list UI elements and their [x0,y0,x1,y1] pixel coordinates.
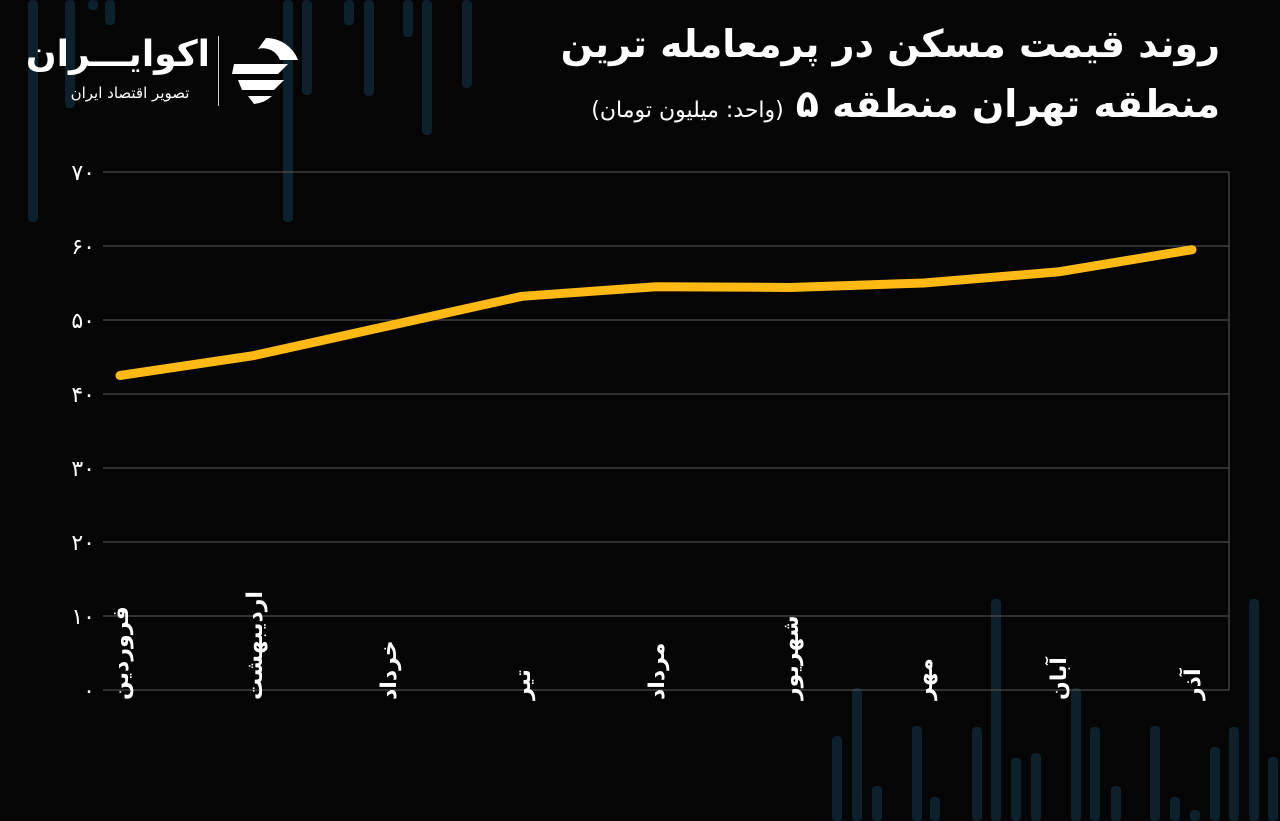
x-axis: فروردین اردیبهشت خرداد تیر مرداد شهریور مهر آبا… [109,591,1206,701]
y-tick-label: ۰ [83,679,95,704]
bg-bar [1150,726,1160,821]
brand-name: اکوایـــران [25,34,210,75]
bg-bar [462,0,472,88]
bg-bar [28,0,38,222]
x-tick-label: شهریور [779,615,804,701]
x-tick-label: تیر [511,669,536,701]
y-tick-label: ۵۰ [71,309,95,334]
bg-bar [1190,810,1200,821]
brand-block: اکوایـــران تصویر اقتصاد ایران [25,34,310,114]
y-tick-label: ۱۰ [71,605,95,630]
y-tick-label: ۶۰ [71,235,95,260]
bg-bar [930,797,940,821]
x-tick-label: خرداد [377,640,402,700]
bg-bar [302,0,312,95]
x-tick-label: آذر [1178,668,1206,701]
chart-subtitle: منطقه تهران منطقه ۵ (واحد: میلیون تومان) [320,82,1220,126]
x-tick-label: فروردین [109,606,134,700]
chart-subtitle-text: منطقه تهران منطقه ۵ [795,82,1220,126]
brand-divider [218,36,219,106]
bg-bar [832,736,842,821]
ekoiran-logo-icon [232,37,298,104]
bg-bar [872,786,882,821]
y-tick-label: ۷۰ [71,161,95,186]
bg-bar [1111,786,1121,821]
bg-bar [1249,599,1259,821]
x-tick-label: اردیبهشت [243,591,268,700]
y-tick-label: ۳۰ [71,457,95,482]
series-line [115,245,1197,380]
chart-title: روند قیمت مسکن در پرمعامله ترین [560,22,1220,66]
bg-bar [1210,747,1220,821]
y-tick-label: ۲۰ [71,531,95,556]
x-tick-label: مرداد [645,643,670,700]
bg-bar [364,0,374,96]
bg-bar [65,0,75,108]
bg-bar [852,688,862,821]
bg-bar [991,599,1001,821]
bg-bar [88,0,98,10]
bg-bar [912,726,922,821]
bg-bar [1011,758,1021,821]
grid-layer [103,171,1230,691]
bg-bar [1090,727,1100,821]
x-tick-label: مهر [913,658,938,701]
y-axis: ۰ ۱۰ ۲۰ ۳۰ ۴۰ ۵۰ ۶۰ ۷۰ [71,161,95,704]
bg-bar [1170,797,1180,821]
bg-bar [422,0,432,135]
bg-bar [972,727,982,821]
y-tick-label: ۴۰ [71,383,95,408]
bg-bar [1071,688,1081,821]
bg-bar [1229,727,1239,821]
brand-tagline: تصویر اقتصاد ایران [70,84,190,102]
bg-bar [1268,757,1278,821]
bg-bar [403,0,413,37]
bg-bar [1031,753,1041,821]
series-layer [115,245,1197,380]
x-tick-label: آبان [1044,657,1072,700]
bg-bar [105,0,115,25]
unit-note: (واحد: میلیون تومان) [591,98,784,123]
bg-bar [344,0,354,25]
